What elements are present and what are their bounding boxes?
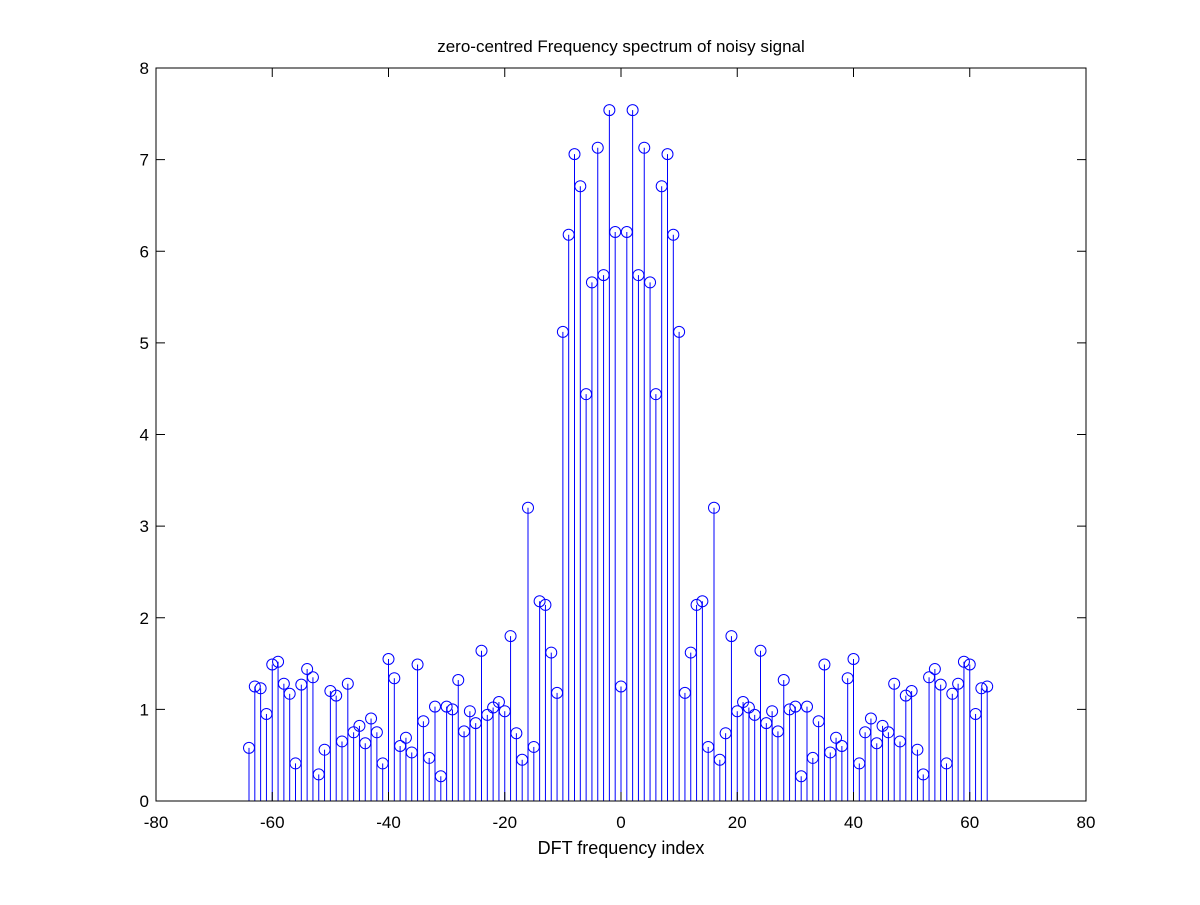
stem-marker xyxy=(429,700,441,713)
stem-marker xyxy=(591,141,604,154)
x-tick-label: 60 xyxy=(960,813,979,832)
stem-marker xyxy=(801,700,813,713)
stem-marker xyxy=(417,715,430,728)
stem-marker xyxy=(382,652,395,665)
stem-marker xyxy=(411,658,424,671)
y-axis: 0 1 2 3 4 5 6 7 8 xyxy=(140,59,1086,811)
stem-marker xyxy=(830,731,843,744)
stem-marker xyxy=(847,652,860,665)
y-tick-label: 3 xyxy=(140,517,149,536)
x-tick-label: -20 xyxy=(492,813,517,832)
stem-marker xyxy=(673,325,686,338)
stem-marker xyxy=(603,104,616,117)
x-axis-label: DFT frequency index xyxy=(538,838,705,858)
stem-marker xyxy=(754,644,767,657)
chart-title: zero-centred Frequency spectrum of noisy… xyxy=(437,37,805,56)
stem-marker xyxy=(905,685,918,698)
y-tick-label: 0 xyxy=(140,792,149,811)
stem-marker xyxy=(365,712,378,725)
stem-marker xyxy=(452,674,465,687)
stem-marker xyxy=(911,743,924,756)
stem-marker xyxy=(370,726,383,739)
stem-marker xyxy=(254,682,267,695)
stem-marker xyxy=(492,696,505,709)
stem-marker xyxy=(440,700,453,713)
stem-marker xyxy=(626,104,639,117)
stem-marker xyxy=(568,148,581,161)
stem-marker xyxy=(533,595,546,608)
stem-marker xyxy=(766,705,779,718)
stem-marker xyxy=(330,689,343,702)
stem-marker xyxy=(539,598,552,611)
stem-marker xyxy=(475,644,488,657)
stem-marker xyxy=(545,646,558,659)
y-tick-label: 6 xyxy=(140,242,149,261)
x-axis: -80 -60 -40 -20 0 20 40 60 80 xyxy=(144,68,1096,832)
stem-marker xyxy=(696,595,709,608)
stem-marker xyxy=(725,630,738,643)
y-tick-label: 7 xyxy=(140,151,149,170)
stem-marker xyxy=(248,680,261,693)
stem-marker xyxy=(638,141,651,154)
stem-marker xyxy=(667,228,680,241)
y-tick-label: 2 xyxy=(140,609,149,628)
stem-marker xyxy=(301,663,314,676)
stem-marker xyxy=(928,663,941,676)
stem-marker xyxy=(644,276,657,289)
stem-marker xyxy=(708,501,720,514)
stem-marker xyxy=(957,655,970,668)
stem-marker xyxy=(283,687,296,700)
stem-marker xyxy=(789,700,802,713)
stem-marker xyxy=(522,501,534,514)
stem-marker xyxy=(742,701,755,714)
x-tick-label: 40 xyxy=(844,813,863,832)
stem-marker xyxy=(609,226,622,239)
stem-marker xyxy=(504,630,517,643)
stem-marker xyxy=(388,672,401,685)
stem-marker xyxy=(963,658,976,671)
x-tick-label: 20 xyxy=(728,813,747,832)
y-tick-label: 1 xyxy=(140,700,149,719)
y-tick-label: 8 xyxy=(140,59,149,78)
stem-marker xyxy=(353,719,366,732)
stem-series xyxy=(243,104,994,801)
y-tick-label: 4 xyxy=(140,426,149,445)
stem-marker xyxy=(306,671,319,684)
x-tick-label: 80 xyxy=(1077,813,1096,832)
stem-marker xyxy=(888,677,901,690)
stem-marker xyxy=(934,678,947,691)
stem-marker xyxy=(574,180,587,193)
stem-marker xyxy=(818,658,831,671)
stem-marker xyxy=(981,680,994,693)
y-tick-label: 5 xyxy=(140,334,149,353)
stem-marker xyxy=(272,655,285,668)
stem-marker xyxy=(277,677,290,690)
stem-marker xyxy=(777,674,790,687)
x-tick-label: -80 xyxy=(144,813,169,832)
stem-marker xyxy=(661,148,674,161)
stem-marker xyxy=(864,712,877,725)
x-tick-label: 0 xyxy=(616,813,625,832)
stem-marker xyxy=(510,727,523,740)
stem-marker xyxy=(463,705,476,718)
x-tick-label: -40 xyxy=(376,813,401,832)
stem-marker xyxy=(399,731,412,744)
stem-marker xyxy=(341,677,354,690)
x-tick-label: -60 xyxy=(260,813,285,832)
